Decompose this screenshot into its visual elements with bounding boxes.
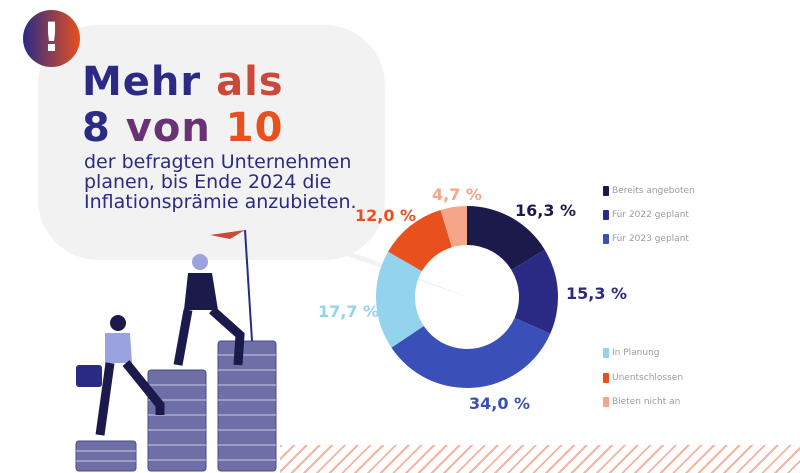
headline-line-1: Mehr als — [82, 60, 284, 104]
headline-word: 8 — [82, 105, 111, 151]
label-fuer-2023: 34,0 % — [469, 394, 531, 413]
exclamation-icon: ! — [23, 10, 80, 67]
legend-label: Unentschlossen — [612, 373, 684, 383]
legend-label: Bieten nicht an — [612, 397, 681, 407]
donut-segment-1 — [511, 249, 558, 334]
label-unentschlossen: 12,0 % — [355, 206, 417, 225]
climbers-illustration — [75, 229, 277, 472]
legend-label: Bereits angeboten — [612, 186, 695, 196]
legend-label: In Planung — [612, 348, 660, 358]
donut-segment-2 — [391, 317, 551, 388]
donut-segment-4 — [388, 209, 452, 272]
legend-swatch — [603, 186, 609, 196]
headline-word: als — [216, 59, 284, 105]
headline-word: 10 — [225, 105, 284, 151]
legend-item: Für 2022 geplant — [603, 210, 689, 220]
hatch-decoration — [280, 445, 800, 473]
legend-swatch — [603, 348, 609, 358]
legend-item: In Planung — [603, 348, 660, 358]
donut-segment-3 — [375, 251, 424, 348]
legend-item: Bieten nicht an — [603, 397, 680, 407]
legend-item: Unentschlossen — [603, 373, 683, 383]
legend-item: Bereits angeboten — [603, 186, 695, 196]
headline-line-2: 8 von 10 — [82, 106, 283, 150]
headline-word: von — [125, 105, 211, 151]
legend-label: Für 2022 geplant — [612, 210, 689, 220]
legend-swatch — [603, 234, 609, 244]
legend-item: Für 2023 geplant — [603, 234, 689, 244]
legend-swatch — [603, 373, 609, 383]
speech-bubble — [38, 25, 385, 260]
label-bereits-angeboten: 16,3 % — [515, 201, 577, 220]
subtitle: der befragten Unternehmen planen, bis En… — [84, 151, 357, 213]
label-bieten-nicht-an: 4,7 % — [432, 185, 482, 204]
legend-label: Für 2023 geplant — [612, 234, 689, 244]
donut-segment-0 — [467, 206, 545, 270]
label-fuer-2022: 15,3 % — [566, 284, 628, 303]
headline-word: Mehr — [82, 59, 202, 105]
label-in-planung: 17,7 % — [318, 302, 380, 321]
legend-swatch — [603, 397, 609, 407]
donut-segment-5 — [440, 206, 467, 248]
legend-swatch — [603, 210, 609, 220]
